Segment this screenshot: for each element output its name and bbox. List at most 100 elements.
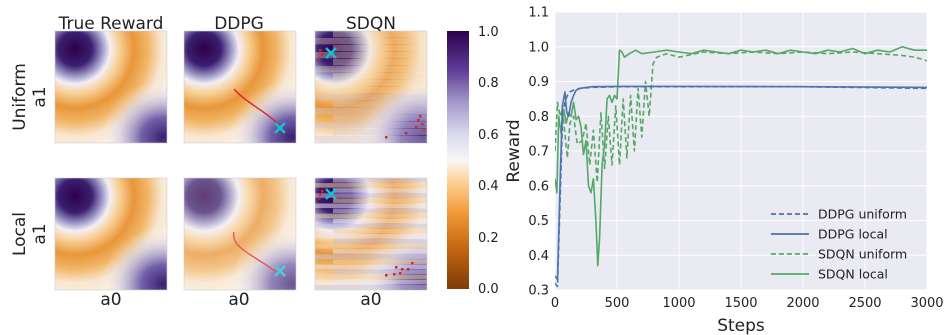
x-tick-label: 3000 xyxy=(910,296,943,311)
sample-point xyxy=(395,266,398,269)
plot-lines xyxy=(555,46,927,288)
heatmap-band xyxy=(315,183,427,188)
colorbar-ticks: 1.0 0.8 0.6 0.4 0.2 0.0 xyxy=(478,25,499,297)
heatmap-band xyxy=(333,218,427,224)
colorbar-tick-0.6: 0.6 xyxy=(478,128,499,143)
legend-label: DDPG uniform xyxy=(818,207,907,222)
colorbar-tick-0.4: 0.4 xyxy=(478,179,499,194)
plot-grid xyxy=(554,11,928,291)
heatmap-band xyxy=(315,223,427,229)
heatmap-band xyxy=(333,87,427,94)
heatmap-band xyxy=(315,284,427,290)
x-tick-label: 500 xyxy=(605,296,630,311)
y-tick-label: 0.9 xyxy=(528,75,549,90)
colorbar-tick-0.8: 0.8 xyxy=(478,76,499,91)
x-axis-label: Steps xyxy=(717,316,765,335)
x-tick-label: 1500 xyxy=(724,296,757,311)
col-title-ddpg: DDPG xyxy=(214,14,264,34)
heatmap-band xyxy=(333,115,427,122)
sample-point xyxy=(385,136,388,139)
heatmap-band xyxy=(333,101,427,108)
colorbar-tick-1.0: 1.0 xyxy=(478,25,499,40)
legend-label: SDQN local xyxy=(818,267,888,282)
heatmap-band xyxy=(315,234,427,239)
heatmap-band xyxy=(315,80,427,87)
final-action-marker xyxy=(274,265,286,277)
heatmap-band xyxy=(333,31,427,38)
y-tick-label: 0.8 xyxy=(528,110,549,125)
heatmap-band xyxy=(315,94,427,101)
heatmap-band xyxy=(333,59,427,66)
heatmap-peak xyxy=(101,228,167,290)
heatmap-peak xyxy=(361,81,427,143)
x-tick-label: 2000 xyxy=(786,296,819,311)
colorbar-tick-0.2: 0.2 xyxy=(478,231,499,246)
row-label-local: Local xyxy=(10,212,30,256)
heatmap-band xyxy=(315,193,427,198)
heatmap-band xyxy=(333,228,427,234)
heatmap-band xyxy=(333,73,427,80)
heatmap-peak xyxy=(101,81,167,143)
legend-label: SDQN uniform xyxy=(818,247,907,262)
sample-point xyxy=(421,123,424,126)
heatmap-band xyxy=(315,38,427,45)
sample-point xyxy=(407,268,410,271)
heatmap-band xyxy=(333,279,427,285)
heatmap-band xyxy=(315,136,427,143)
ddpg-trajectory xyxy=(233,88,281,127)
colorbar-tick-0.0: 0.0 xyxy=(478,282,499,297)
heatmap-band xyxy=(315,254,427,259)
legend-label: DDPG local xyxy=(818,227,888,242)
heatmap-band xyxy=(333,249,427,254)
row-label-uniform-a1: a1 xyxy=(30,86,50,107)
heatmap-band xyxy=(333,45,427,52)
y-tick-label: 0.4 xyxy=(528,249,549,264)
x-tick-label: 0 xyxy=(551,296,559,311)
heatmap-band xyxy=(333,208,427,214)
legend: DDPG uniform DDPG local SDQN uniform SDQN l… xyxy=(771,207,907,282)
sample-point xyxy=(405,132,408,135)
heatmap-band xyxy=(315,274,427,280)
heatmap-band xyxy=(315,213,427,219)
sample-point xyxy=(393,273,396,276)
heatmap-frame xyxy=(54,30,168,144)
ddpg-trajectory xyxy=(233,231,277,273)
colorbar xyxy=(447,31,469,289)
y-tick-label: 0.3 xyxy=(528,284,549,299)
x-tick-label: 1000 xyxy=(662,296,695,311)
heatmap-band xyxy=(333,188,427,193)
sample-point xyxy=(417,119,420,122)
y-axis-label: Reward xyxy=(504,119,524,182)
y-tick-label: 0.5 xyxy=(528,214,549,229)
heatmap-band xyxy=(315,264,427,270)
row-label-uniform: Uniform xyxy=(10,63,30,131)
series-sdqn-local xyxy=(555,46,927,267)
sample-point xyxy=(423,128,426,131)
y-tick-label: 0.7 xyxy=(528,145,549,160)
heatmap-local-true-reward xyxy=(54,177,168,291)
y-tick-label: 1.0 xyxy=(528,40,549,55)
heatmap-tint xyxy=(184,178,296,290)
x-tick-label: 2500 xyxy=(848,296,881,311)
heatmap-peak xyxy=(230,228,296,290)
heatmap-band xyxy=(315,244,427,249)
y-tick-labels: 0.3 0.4 0.5 0.6 0.7 0.8 0.9 1.0 1.1 xyxy=(528,6,549,299)
heatmap-uniform-ddpg xyxy=(183,30,297,144)
col-title-true-reward: True Reward xyxy=(58,14,164,34)
sample-point xyxy=(385,274,388,277)
series-sdqn-uniform xyxy=(555,51,927,184)
heatmap-frame xyxy=(183,30,297,144)
series-ddpg-local xyxy=(555,85,927,281)
heatmap-local-ddpg xyxy=(183,177,297,291)
sample-point xyxy=(401,268,404,271)
heatmap-band xyxy=(333,239,427,244)
heatmap-band xyxy=(315,108,427,115)
sample-point xyxy=(319,193,322,196)
heatmap-band xyxy=(333,259,427,265)
heatmap-band xyxy=(315,66,427,73)
heatmap-uniform-sdqn xyxy=(314,30,428,144)
optimum-marker xyxy=(325,188,337,200)
final-action-marker xyxy=(274,122,286,134)
y-tick-label: 1.1 xyxy=(528,6,549,21)
heatmap-frame xyxy=(314,177,428,291)
